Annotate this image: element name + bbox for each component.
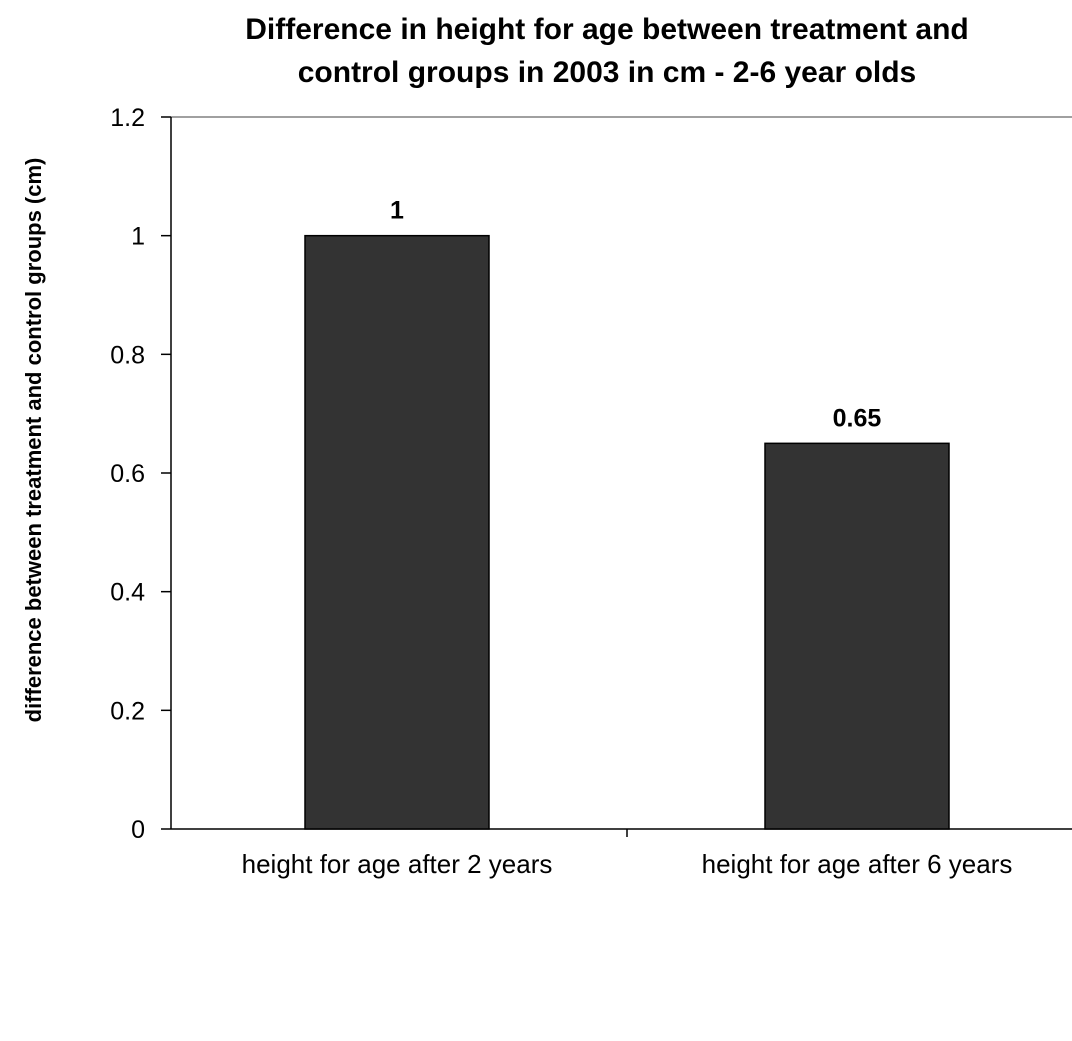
y-tick-label: 0.2 [110,697,145,725]
y-tick-label: 0.6 [110,460,145,488]
chart-title-line-2: control groups in 2003 in cm - 2-6 year … [298,56,917,89]
y-axis-ticks: 0 0.2 0.4 0.6 0.8 1 1.2 [110,104,171,844]
x-category-label: height for age after 2 years [242,849,553,879]
bar [304,234,490,830]
y-tick-label: 1.2 [110,104,145,132]
data-labels: 10.65 [390,197,881,433]
x-axis-categories: height for age after 2 years height for a… [242,849,1013,879]
bars [304,234,950,830]
data-label: 1 [390,197,404,225]
y-tick-label: 0 [131,816,145,844]
chart-title-line-1: Difference in height for age between tre… [245,13,968,46]
y-tick-label: 1 [131,223,145,251]
x-category-label: height for age after 6 years [702,849,1013,879]
y-tick-label: 0.4 [110,579,145,607]
data-label: 0.65 [833,404,882,432]
bar [764,442,950,830]
y-axis-label: difference between treatment and control… [21,158,46,723]
y-tick-label: 0.8 [110,341,145,369]
